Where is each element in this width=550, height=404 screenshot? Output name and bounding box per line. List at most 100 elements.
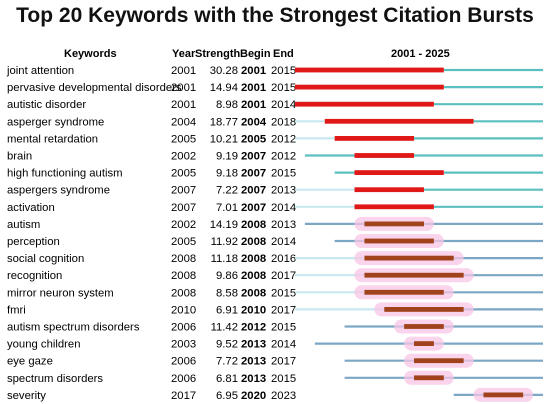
year-value: 2003 [171,339,196,351]
burst-bar [354,187,424,193]
keyword-label: asperger syndrome [7,116,104,128]
table-row: severity 2017 6.95 2020 2023 [7,387,543,402]
begin-value: 2008 [241,219,266,231]
keyword-label: eye gaze [7,356,53,368]
table-row: autism 2002 14.19 2008 2013 [7,216,543,231]
burst-bar [324,118,474,124]
keyword-label: activation [7,202,55,214]
strength-value: 14.94 [210,82,238,94]
end-value: 2015 [271,287,296,299]
keyword-label: joint attention [6,65,74,77]
burst-bar [364,255,454,261]
end-value: 2014 [271,202,296,214]
year-value: 2001 [171,65,196,77]
strength-value: 9.52 [216,339,238,351]
year-value: 2008 [171,253,196,265]
end-value: 2017 [271,270,296,282]
burst-bar [354,153,415,158]
year-value: 2002 [171,151,196,163]
end-value: 2013 [271,219,296,231]
year-value: 2004 [171,116,196,128]
year-value: 2017 [171,390,196,402]
strength-value: 10.21 [210,133,238,145]
year-value: 2006 [171,373,196,385]
burst-bar [414,341,434,346]
end-value: 2015 [271,373,296,385]
keyword-label: autism [7,219,40,231]
keyword-label: spectrum disorders [7,373,103,385]
header-year: Year [172,48,196,60]
burst-bar [295,67,444,73]
strength-value: 7.01 [216,202,238,214]
burst-bar [364,238,434,244]
burst-bar [334,136,415,141]
end-value: 2012 [271,151,296,163]
burst-bar [414,375,444,381]
column-headers: Keywords Year Strength Begin End 2001 - … [64,48,450,60]
begin-value: 2007 [241,185,266,197]
table-row: autism spectrum disorders 2006 11.42 2012 20… [7,319,543,334]
keyword-label: brain [7,151,32,163]
end-value: 2016 [271,253,296,265]
table-row: activation 2007 7.01 2007 2014 [7,202,543,214]
table-rows: joint attention 2001 30.28 2001 2015pervasiv… [6,65,543,402]
table-row: social cognition 2008 11.18 2008 2016 [7,251,543,266]
strength-value: 6.81 [216,373,238,385]
strength-value: 30.28 [210,65,238,77]
table-row: pervasive developmental disorders 2001 14.… [7,82,543,94]
year-value: 2007 [171,202,196,214]
begin-value: 2010 [241,304,266,316]
begin-value: 2004 [241,116,267,128]
begin-value: 2013 [241,356,266,368]
strength-value: 6.95 [216,390,238,402]
end-value: 2015 [271,168,296,180]
year-value: 2006 [171,322,196,334]
keyword-label: mirror neuron system [7,287,114,299]
burst-bar [414,358,464,364]
keyword-label: high functioning autism [7,168,123,180]
table-row: mental retardation 2005 10.21 2005 2012 [7,133,543,145]
strength-value: 8.58 [216,287,238,299]
begin-value: 2008 [241,253,266,265]
end-value: 2012 [271,133,296,145]
strength-value: 11.18 [211,253,238,265]
strength-value: 9.86 [216,270,238,282]
burst-bar [354,170,444,175]
burst-bar [404,324,444,329]
end-value: 2014 [271,236,296,248]
table-row: brain 2002 9.19 2007 2012 [7,151,543,163]
begin-value: 2001 [241,82,266,94]
burst-bar [483,392,524,398]
strength-value: 11.42 [211,322,238,334]
chart-title: Top 20 Keywords with the Strongest Citat… [16,4,534,27]
year-value: 2001 [171,99,196,111]
burst-bar [354,204,434,210]
keyword-label: recognition [7,270,62,282]
end-value: 2017 [271,356,296,368]
year-value: 2008 [171,270,196,282]
table-row: spectrum disorders 2006 6.81 2013 2015 [7,370,543,385]
table-row: joint attention 2001 30.28 2001 2015 [6,65,543,77]
strength-value: 18.77 [210,116,238,128]
strength-value: 7.72 [216,356,238,368]
header-keywords: Keywords [64,48,117,60]
keyword-label: autism spectrum disorders [7,322,140,334]
begin-value: 2001 [241,65,266,77]
year-value: 2010 [171,304,196,316]
keyword-label: pervasive developmental disorders [7,82,182,94]
burst-bar [364,289,444,295]
keyword-label: autistic disorder [7,99,86,111]
header-end: End [273,48,294,60]
begin-value: 2008 [241,287,266,299]
burst-bar [364,272,464,278]
keyword-label: fmri [7,304,26,316]
table-row: asperger syndrome 2004 18.77 2004 2018 [7,116,543,128]
keyword-label: social cognition [7,253,84,265]
header-timeline: 2001 - 2025 [391,48,450,60]
table-row: perception 2005 11.92 2008 2014 [7,234,543,248]
table-row: mirror neuron system 2008 8.58 2008 2015 [7,285,543,300]
end-value: 2015 [271,82,296,94]
year-value: 2005 [171,236,196,248]
begin-value: 2013 [241,339,266,351]
